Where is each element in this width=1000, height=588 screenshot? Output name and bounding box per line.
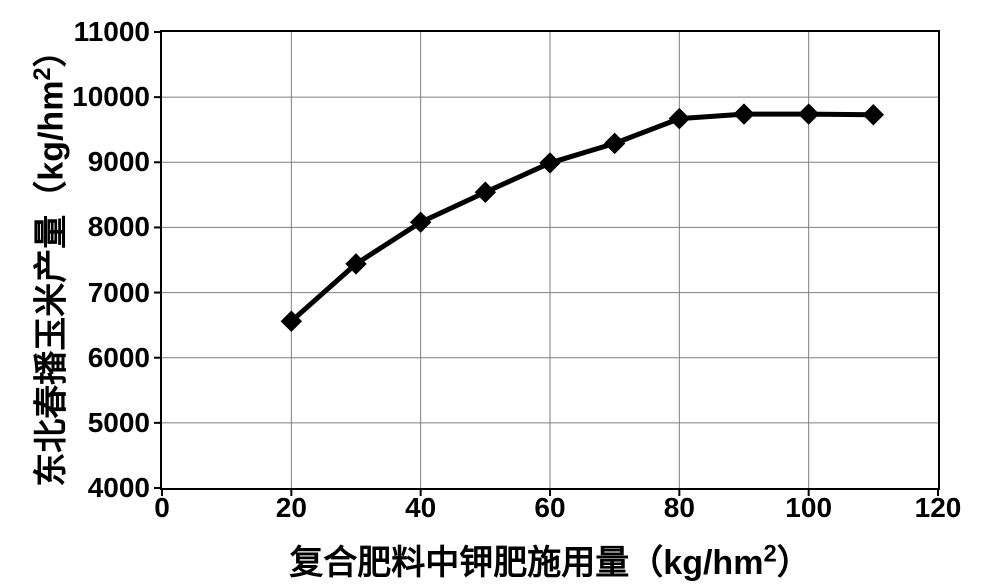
x-axis-ticklabel: 120: [915, 492, 962, 524]
x-axis-ticklabel: 20: [276, 492, 307, 524]
x-axis-ticklabel: 0: [154, 492, 170, 524]
x-axis-ticklabel: 40: [405, 492, 436, 524]
y-axis-ticklabels: 4000500060007000800090001000011000: [0, 30, 150, 490]
series-marker: [863, 105, 883, 125]
x-axis-ticklabel: 100: [785, 492, 832, 524]
series-line: [291, 114, 873, 321]
series-marker: [540, 153, 560, 173]
series-marker: [734, 104, 754, 124]
series-marker: [669, 109, 689, 129]
plot-area: [160, 30, 940, 490]
y-axis-ticklabel: 6000: [88, 342, 150, 374]
y-axis-ticklabel: 7000: [88, 277, 150, 309]
plot-svg: [162, 32, 938, 488]
line-chart-figure: 东北春播玉米产量（kg/hm2） 40005000600070008000900…: [0, 0, 1000, 588]
y-axis-ticklabel: 5000: [88, 407, 150, 439]
y-axis-ticklabel: 8000: [88, 211, 150, 243]
series-marker: [475, 182, 495, 202]
y-axis-ticklabel: 9000: [88, 146, 150, 178]
series-marker: [799, 104, 819, 124]
y-axis-ticklabel: 11000: [74, 16, 150, 48]
series-marker: [605, 133, 625, 153]
y-axis-ticklabel: 4000: [88, 472, 150, 504]
x-axis-ticklabel: 80: [664, 492, 695, 524]
x-axis-label: 复合肥料中钾肥施用量（kg/hm2）: [160, 535, 940, 584]
x-axis-label-text: 复合肥料中钾肥施用量（kg/hm2）: [289, 544, 810, 582]
x-axis-ticklabel: 60: [534, 492, 565, 524]
y-axis-ticklabel: 10000: [72, 81, 150, 113]
x-axis-ticklabels: 020406080100120: [160, 492, 940, 532]
